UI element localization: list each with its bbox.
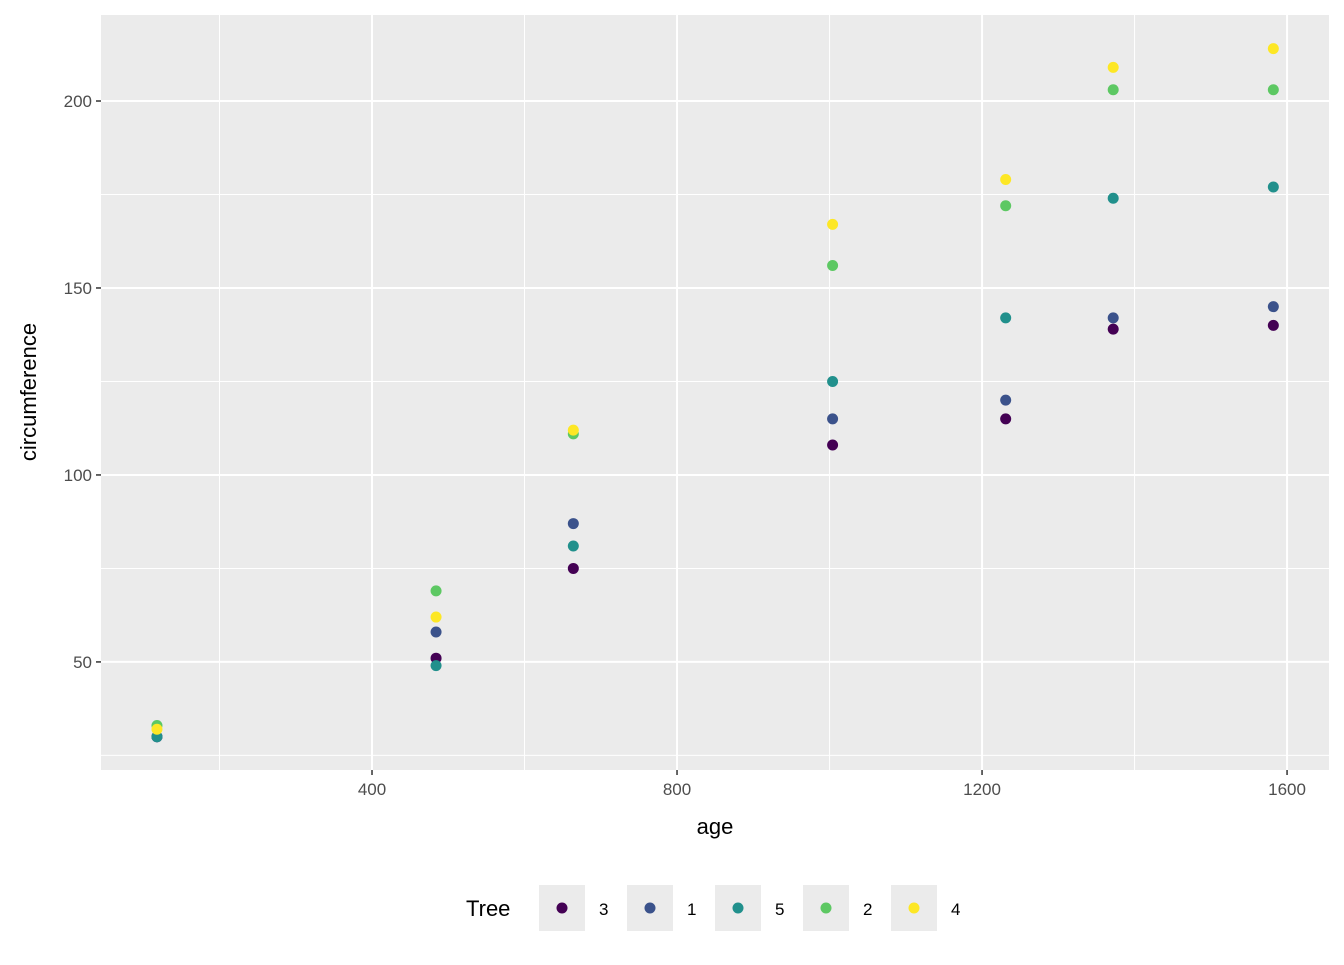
data-point-tree-5	[430, 660, 442, 672]
legend-marker-2	[820, 902, 832, 914]
y-axis-title: circumference	[16, 323, 41, 461]
x-tick-label: 1200	[963, 780, 1001, 799]
data-point-tree-1	[1000, 394, 1012, 406]
legend-label-2: 2	[863, 900, 872, 919]
data-point-tree-4	[430, 611, 442, 623]
data-point-tree-1	[430, 626, 442, 638]
data-point-tree-3	[827, 439, 839, 451]
data-point-tree-3	[1107, 323, 1119, 335]
y-tick-label: 100	[64, 466, 92, 485]
legend-marker-5	[732, 902, 744, 914]
data-point-tree-1	[567, 518, 579, 530]
data-point-tree-4	[1000, 174, 1012, 186]
legend: Tree 3 1 5 2 4	[466, 885, 960, 931]
data-point-tree-3	[1267, 319, 1279, 331]
data-point-tree-2	[1107, 84, 1119, 96]
data-point-tree-2	[430, 585, 442, 597]
legend-label-1: 1	[687, 900, 696, 919]
plot-panel	[101, 15, 1329, 770]
data-point-tree-2	[1267, 84, 1279, 96]
data-point-tree-3	[1000, 413, 1012, 425]
data-point-tree-4	[1267, 43, 1279, 55]
data-point-tree-5	[1107, 192, 1119, 204]
y-tick-label: 50	[73, 653, 92, 672]
data-point-tree-5	[567, 540, 579, 552]
data-point-tree-1	[1107, 312, 1119, 324]
legend-marker-1	[644, 902, 656, 914]
x-tick-label: 800	[663, 780, 691, 799]
y-tick-label: 200	[64, 92, 92, 111]
legend-title: Tree	[466, 896, 510, 921]
data-point-tree-5	[827, 375, 839, 387]
legend-label-5: 5	[775, 900, 784, 919]
y-tick-label: 150	[64, 279, 92, 298]
data-point-tree-4	[567, 424, 579, 436]
data-point-tree-5	[1267, 181, 1279, 193]
data-point-tree-1	[1267, 301, 1279, 313]
data-point-tree-4	[827, 218, 839, 230]
data-point-tree-4	[151, 723, 163, 735]
data-point-tree-2	[827, 260, 839, 272]
data-point-tree-4	[1107, 61, 1119, 73]
legend-label-3: 3	[599, 900, 608, 919]
data-point-tree-3	[567, 562, 579, 574]
legend-marker-4	[908, 902, 920, 914]
legend-marker-3	[556, 902, 568, 914]
legend-label-4: 4	[951, 900, 960, 919]
x-tick-label: 400	[358, 780, 386, 799]
data-point-tree-2	[1000, 200, 1012, 212]
x-axis-title: age	[697, 814, 734, 839]
data-point-tree-1	[827, 413, 839, 425]
x-tick-label: 1600	[1268, 780, 1306, 799]
data-point-tree-5	[1000, 312, 1012, 324]
